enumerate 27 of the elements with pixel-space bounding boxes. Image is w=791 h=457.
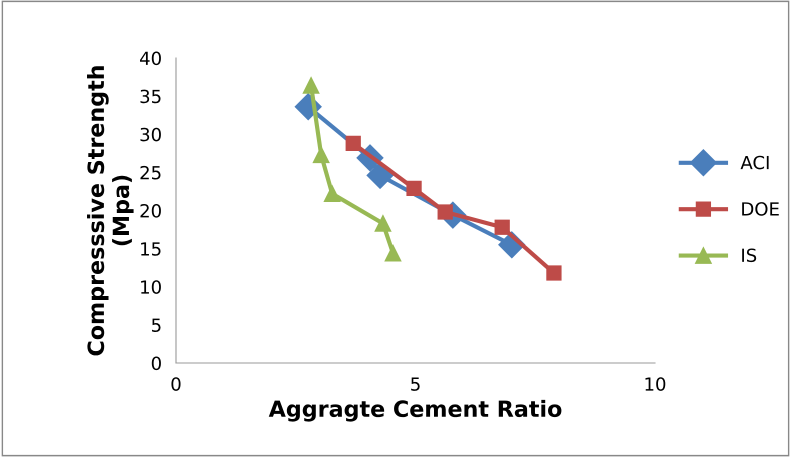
x-tick-label: 10 — [645, 377, 666, 391]
x-tick-label: 0 — [171, 377, 181, 391]
point — [312, 146, 330, 164]
y-tick-label: 25 — [140, 166, 161, 180]
legend-label: IS — [742, 248, 756, 262]
x-tick-label: 5 — [411, 377, 420, 391]
y-tick-label: 10 — [141, 280, 161, 294]
point — [374, 215, 392, 232]
y-tick-label: 20 — [140, 204, 161, 218]
point — [494, 220, 510, 235]
point — [324, 185, 340, 202]
point — [302, 77, 320, 94]
legend-label: ACI — [740, 156, 769, 170]
point — [438, 204, 453, 220]
point — [546, 265, 562, 281]
point — [346, 136, 361, 152]
point — [406, 180, 422, 196]
point — [384, 244, 402, 262]
y-tick-label: 15 — [141, 242, 161, 256]
y-tick-label: 30 — [140, 128, 161, 142]
y-tick-label: 35 — [140, 90, 161, 104]
y-axis-title: Compresssive Strength (Mpa) — [87, 66, 134, 356]
y-tick-label: 0 — [152, 356, 161, 370]
legend-label: DOE — [742, 202, 779, 216]
y-tick-label: 40 — [140, 51, 161, 66]
x-axis-title: Aggragte Cement Ratio — [268, 400, 562, 422]
y-tick-label: 5 — [152, 318, 161, 332]
